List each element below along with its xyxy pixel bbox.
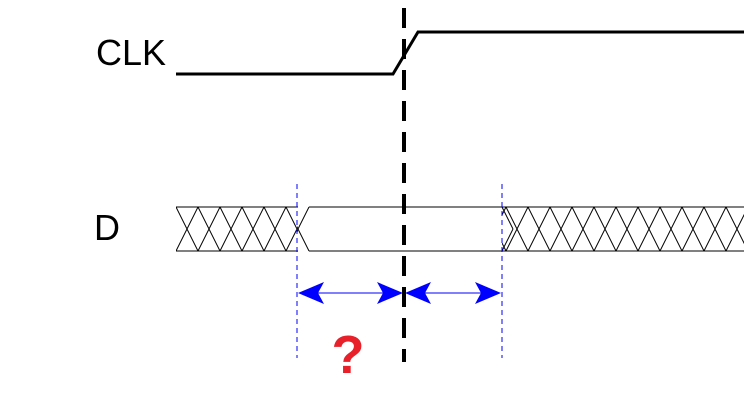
clk-waveform — [176, 30, 744, 76]
question-mark: ? — [332, 325, 365, 385]
setup-time-arrow — [298, 282, 403, 304]
clk-label: CLK — [96, 32, 166, 73]
d-unknown-region-right — [502, 206, 744, 252]
d-unknown-region-left — [176, 206, 298, 252]
hold-time-arrow — [405, 282, 501, 304]
d-label: D — [94, 207, 120, 248]
